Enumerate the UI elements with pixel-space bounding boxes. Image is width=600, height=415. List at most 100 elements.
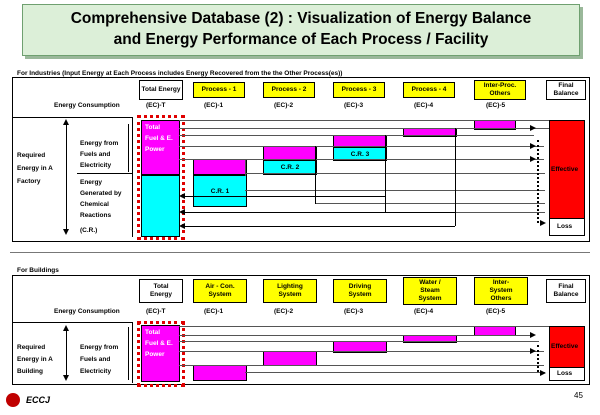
industry-cr-short: (C.R.) [80,227,98,234]
industry-ec-t: (EC)-T [146,102,166,109]
industry-return-arrow-2 [179,209,185,215]
industry-flow-vline [245,159,246,176]
industry-process-3-header: Process - 3 [333,82,385,98]
building-balance-arrow [530,332,536,338]
building-water-header: Water / Steam System [403,277,457,305]
building-left-label-box [13,322,133,383]
industry-flow-line [179,120,549,121]
industry-balance-arrow [530,156,536,162]
industry-total-energy-header: Total Energy [139,80,183,100]
eccj-logo-icon [6,393,20,407]
building-water-text: Water / Steam System [418,279,442,302]
industry-total-cr-bar [141,175,180,237]
building-lighting-header: Lighting System [263,279,317,303]
industry-flow-line [315,203,545,204]
building-ec-3: (EC)-3 [344,308,364,315]
building-aircon-bar [193,365,247,381]
building-final-balance-header: Final Balance [546,279,586,303]
building-required-energy: Required Energy in A Building [17,344,53,375]
building-effective-label: Effective [551,343,579,350]
building-loss-label: Loss [557,370,573,377]
building-total-fuel-bar [141,325,180,382]
industry-cr-2-bar: C.R. 2 [263,160,317,175]
industry-process-2-header: Process - 2 [263,82,315,98]
industry-return-arrow-1 [179,193,185,199]
building-driving-text: Driving System [348,283,372,298]
industry-flow-line [179,146,544,147]
industry-flow-vline [315,146,316,204]
building-section-label: For Buildings [17,267,59,274]
building-ec-t: (EC)-T [146,308,166,315]
industry-bracket-down-arrow [63,229,69,235]
building-balance-arrow [530,348,536,354]
industry-required-energy: Required Energy in A Factory [17,152,53,185]
industry-flow-line [179,128,549,129]
building-flow-line [179,365,544,366]
industry-final-balance-text: Final Balance [553,82,579,97]
building-total-dashed-outline [137,321,185,387]
industry-balance-dotted [537,140,539,223]
industry-process-4-text: Process - 4 [411,86,447,93]
industry-loss-box [549,218,585,236]
industry-bracket-line [66,123,67,233]
building-loss-box [549,367,585,381]
footer-logo-text: ECCJ [26,395,51,405]
industry-flow-line [179,159,544,160]
industry-effective-bar [549,120,585,219]
building-flow-line [179,351,544,352]
building-ec-5: (EC)-5 [486,308,506,315]
title-banner: Comprehensive Database (2) : Visualizati… [22,4,580,56]
industry-left-divider [77,173,132,174]
building-ec-4: (EC)-4 [414,308,434,315]
industry-flow-vline [385,135,386,213]
industry-effective-label: Effective [551,166,579,173]
industry-flow-line [385,212,545,213]
building-total-energy-header: Total Energy [139,279,183,303]
industry-bracket-up-arrow [63,119,69,125]
building-effective-bar [549,326,585,368]
industry-section-label: For Industries (Input Energy at Each Pro… [17,70,343,77]
building-flow-line [179,341,539,342]
building-flow-line [179,335,534,336]
industry-total-energy-text: Total Energy [141,86,181,93]
industry-total-fuel-bar [141,120,180,175]
building-aircon-text: Air - Con. System [205,283,235,298]
building-lighting-bar [263,351,317,366]
industry-consumption-label: Energy Consumption [54,102,120,109]
industry-flow-line [245,190,545,191]
industry-loss-arrow [540,220,546,226]
industry-return-line [185,226,455,227]
building-fuels-bracket [128,327,129,380]
industry-ec-4: (EC)-4 [414,102,434,109]
building-inter-system-text: Inter- System Others [489,279,513,302]
industry-fuels-label: Energy from Fuels and Electricity [80,140,119,169]
building-driving-header: Driving System [333,279,387,303]
industry-inter-proc-header: Inter-Proc. Others [474,80,526,100]
industry-left-label-box [13,117,133,237]
industry-ec-5: (EC)-5 [486,102,506,109]
building-inter-system-header: Inter- System Others [474,277,528,305]
title-line-1: Comprehensive Database (2) : Visualizati… [70,10,532,27]
industry-cr-3-text: C.R. 3 [350,150,370,158]
industry-inter-proc-text: Inter-Proc. Others [483,82,517,97]
industry-process-2-text: Process - 2 [271,86,307,93]
industry-cr-1-text: C.R. 1 [210,187,230,195]
industry-balance-arrow [530,125,536,131]
building-bracket-up-arrow [63,325,69,331]
industry-ec-2: (EC)-2 [274,102,294,109]
building-consumption-label: Energy Consumption [54,308,120,315]
industry-ec-1: (EC)-1 [204,102,224,109]
building-aircon-header: Air - Con. System [193,279,247,303]
industry-balance-arrow [530,143,536,149]
industry-return-line [185,212,455,213]
building-loss-arrow [540,370,546,376]
industry-flow-line [245,173,545,174]
industry-cr-2-text: C.R. 2 [280,164,300,171]
industry-final-balance-header: Final Balance [546,80,586,100]
building-bracket-down-arrow [63,375,69,381]
building-lighting-text: Lighting System [277,283,303,298]
industry-chem-label: Energy Generated by Chemical Reactions [80,179,122,219]
building-balance-dotted [537,345,539,372]
building-ec-2: (EC)-2 [274,308,294,315]
building-total-fuel-text: Total Fuel & E. Power [145,329,173,358]
